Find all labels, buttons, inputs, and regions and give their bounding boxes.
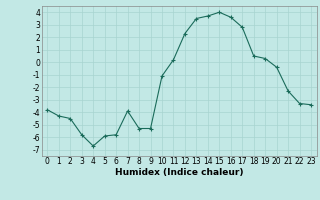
X-axis label: Humidex (Indice chaleur): Humidex (Indice chaleur)	[115, 168, 244, 177]
